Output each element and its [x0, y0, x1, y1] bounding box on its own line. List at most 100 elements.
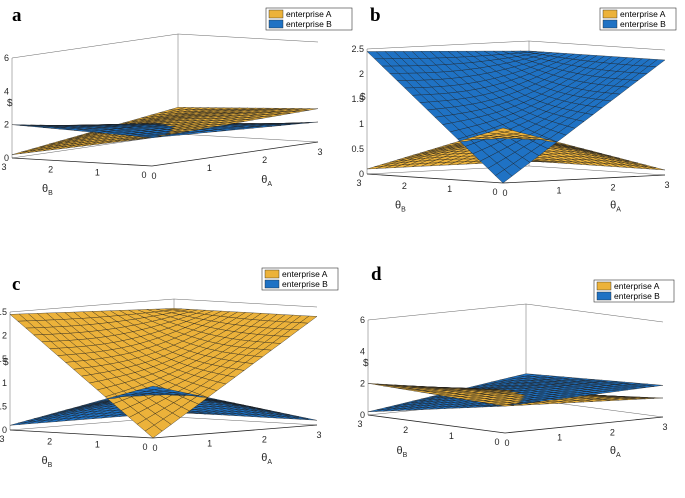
- legend-swatch: [264, 279, 280, 289]
- z-tick-label: 0.5: [0, 401, 7, 411]
- y-tick-label: 3: [1, 162, 6, 172]
- z-tick-label: 1: [359, 119, 364, 129]
- z-tick-label: 6: [360, 315, 365, 325]
- z-tick-label: 2: [359, 69, 364, 79]
- panel-letter: b: [370, 5, 381, 26]
- surface-patch-enterprise-a: [144, 424, 163, 439]
- surface-patch-enterprise-a: [497, 404, 514, 407]
- axes-front: [366, 173, 666, 184]
- z-tick-label: 2.5: [351, 44, 364, 54]
- x-axis-label: θA: [261, 452, 272, 466]
- x-tick-label: 2: [262, 155, 267, 165]
- surface-mesh: [367, 373, 664, 412]
- x-tick-label: 1: [557, 433, 562, 443]
- z-tick-label: 1: [2, 378, 7, 388]
- z-tick-label: 0.5: [351, 144, 364, 154]
- surface-patch-enterprise-a: [495, 127, 513, 133]
- y-tick-label: 1: [447, 184, 452, 194]
- y-tick-label: 3: [356, 178, 361, 188]
- z-tick-label: 0: [4, 153, 9, 163]
- x-tick-label: 0: [504, 438, 509, 448]
- z-tick-label: 2: [360, 378, 365, 388]
- z-tick-label: 0: [2, 425, 7, 435]
- z-tick-label: 0: [359, 169, 364, 179]
- legend-entry: enterprise B: [620, 19, 666, 29]
- legend-entry: enterprise A: [286, 9, 332, 19]
- x-tick-label: 2: [610, 427, 615, 437]
- x-tick-label: 3: [316, 430, 321, 440]
- x-tick-label: 3: [664, 180, 669, 190]
- x-tick-label: 2: [262, 434, 267, 444]
- z-tick-label: 4: [4, 86, 9, 96]
- y-tick-label: 2: [402, 181, 407, 191]
- y-tick-label: 1: [449, 431, 454, 441]
- surface-mesh: [9, 308, 318, 439]
- panel-letter: a: [12, 5, 22, 26]
- y-tick-label: 0: [494, 437, 499, 447]
- legend-swatch: [596, 291, 612, 301]
- x-tick-label: 3: [317, 147, 322, 157]
- legend-swatch: [268, 9, 284, 19]
- x-axis-label: θA: [610, 200, 621, 214]
- panel-letter: c: [12, 274, 20, 295]
- y-tick-label: 0: [141, 170, 146, 180]
- legend-entry: enterprise A: [620, 9, 666, 19]
- legend-swatch: [602, 19, 618, 29]
- surface-mesh: [11, 107, 319, 155]
- y-tick-label: 0: [492, 187, 497, 197]
- z-tick-label: 2: [2, 331, 7, 341]
- y-tick-label: 1: [95, 167, 100, 177]
- y-axis-label: θB: [395, 200, 406, 214]
- y-tick-label: 2: [47, 437, 52, 447]
- x-axis-label: θA: [261, 174, 272, 188]
- y-tick-label: 2: [48, 165, 53, 175]
- legend-entry: enterprise B: [614, 291, 660, 301]
- legend-swatch: [602, 9, 618, 19]
- x-tick-label: 0: [502, 188, 507, 198]
- y-tick-label: 1: [95, 439, 100, 449]
- legend-swatch: [596, 281, 612, 291]
- z-tick-label: 2: [4, 120, 9, 130]
- z-axis-label: $: [3, 357, 9, 368]
- x-tick-label: 1: [207, 439, 212, 449]
- legend-entry: enterprise B: [286, 19, 332, 29]
- z-tick-label: 2.5: [0, 307, 7, 317]
- x-tick-label: 0: [152, 443, 157, 453]
- x-tick-label: 3: [662, 422, 667, 432]
- x-tick-label: 2: [610, 183, 615, 193]
- x-tick-label: 0: [151, 171, 156, 181]
- surface-patch-enterprise-b: [145, 385, 163, 390]
- y-axis-label: θB: [42, 183, 53, 197]
- axes-front: [367, 414, 664, 434]
- x-tick-label: 1: [207, 163, 212, 173]
- y-tick-label: 0: [142, 442, 147, 452]
- legend-entry: enterprise B: [282, 279, 328, 289]
- legend-swatch: [268, 19, 284, 29]
- z-axis-label: $: [360, 92, 366, 103]
- legend-entry: enterprise A: [614, 281, 660, 291]
- y-axis-label: θB: [42, 455, 53, 469]
- z-tick-label: 0: [360, 410, 365, 420]
- surface-patch-enterprise-b: [495, 169, 513, 184]
- z-tick-label: 4: [360, 347, 365, 357]
- legend-swatch: [264, 269, 280, 279]
- panel-letter: d: [371, 264, 382, 285]
- z-axis-label: $: [7, 98, 13, 109]
- axes-box: [11, 33, 319, 159]
- z-tick-label: 1.5: [0, 354, 7, 364]
- surface-patch-enterprise-b: [144, 135, 162, 138]
- x-axis-label: θA: [610, 445, 621, 459]
- y-axis-label: θB: [397, 445, 408, 459]
- axes-front: [11, 141, 319, 167]
- z-tick-label: 6: [4, 53, 9, 63]
- legend-entry: enterprise A: [282, 269, 328, 279]
- z-axis-label: $: [363, 358, 369, 369]
